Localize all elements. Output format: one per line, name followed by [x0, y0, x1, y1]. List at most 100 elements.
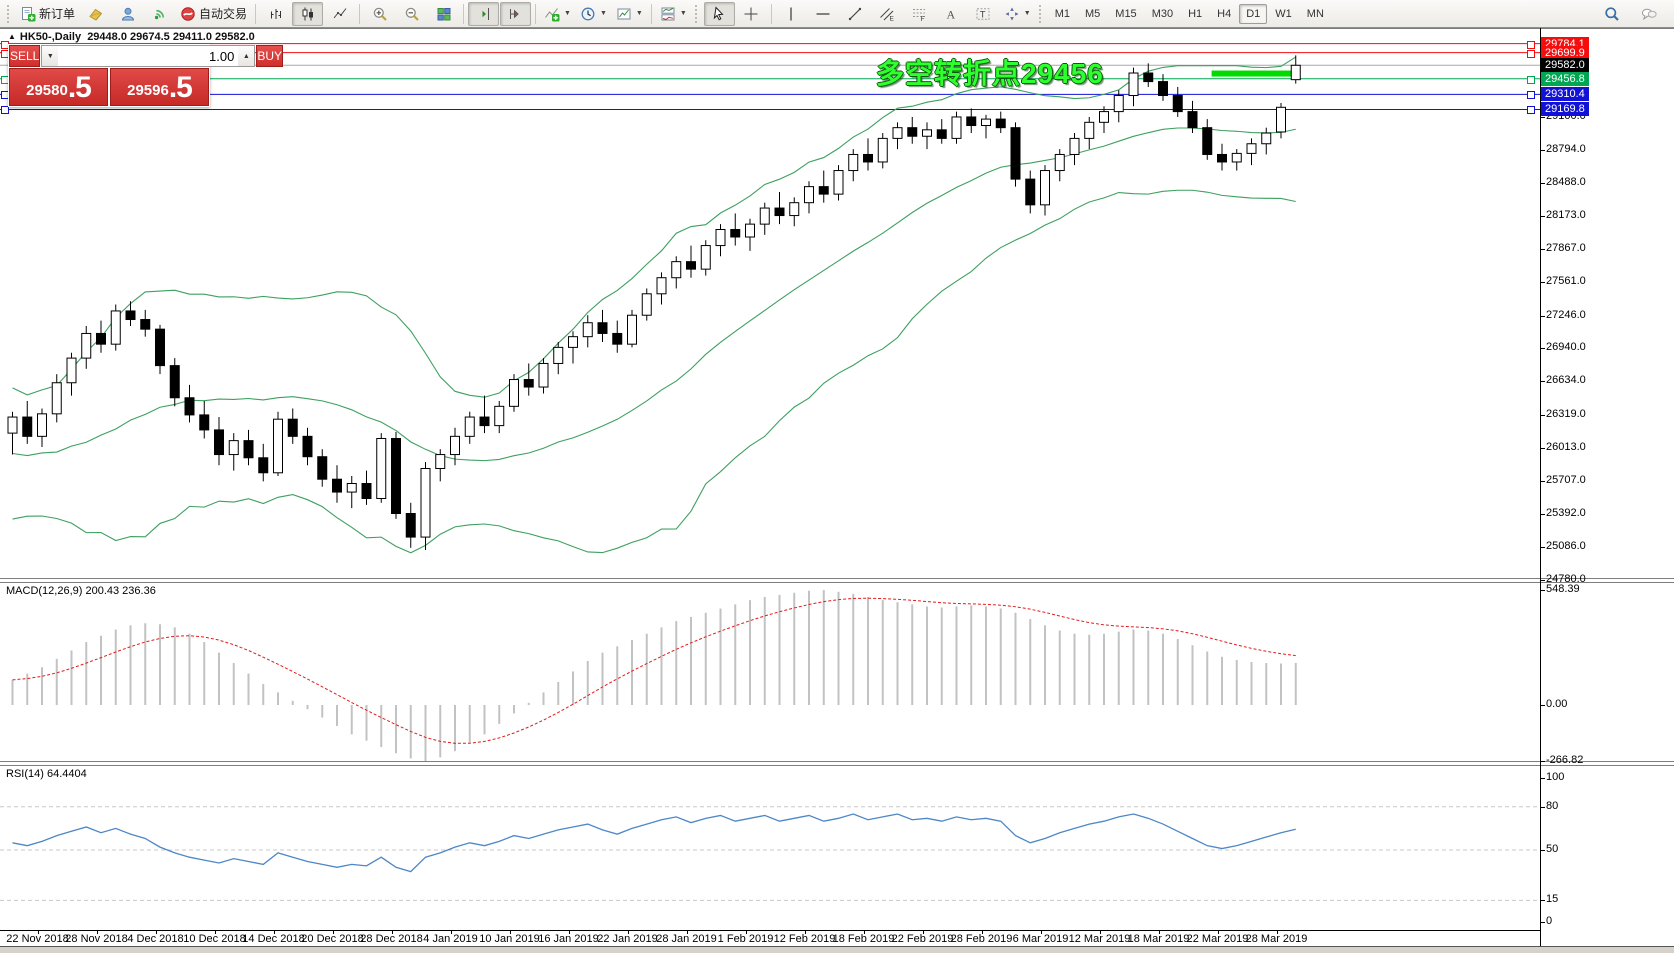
- dropdown-arrow-icon[interactable]: ▼: [1023, 10, 1031, 17]
- dropdown-arrow-icon[interactable]: ▼: [679, 10, 687, 17]
- line-handle[interactable]: [1527, 40, 1535, 49]
- timeframe-button-d1[interactable]: D1: [1239, 3, 1268, 24]
- candle-body: [494, 405, 505, 427]
- timeframe-button-h4[interactable]: H4: [1217, 7, 1232, 20]
- rsi-line: [12, 813, 1296, 873]
- horizontal-line-button[interactable]: [808, 2, 839, 26]
- dropdown-arrow-icon[interactable]: ▼: [635, 10, 643, 17]
- candle-body: [243, 440, 254, 459]
- cursor-button[interactable]: [703, 1, 735, 26]
- bar-chart-button[interactable]: [260, 2, 291, 26]
- line-handle[interactable]: [1527, 106, 1535, 115]
- auto-trading-button[interactable]: 自动交易: [176, 2, 251, 26]
- new-order-button[interactable]: 新订单: [16, 2, 79, 26]
- candle-body: [892, 127, 903, 139]
- channel-button[interactable]: E: [872, 2, 903, 26]
- time-tick: [1040, 930, 1042, 934]
- zoom-out-button[interactable]: [396, 2, 427, 26]
- templates-button[interactable]: ▼: [612, 2, 647, 26]
- zoom-in-button[interactable]: [364, 2, 395, 26]
- candle-body: [464, 416, 475, 437]
- volume-decrease-button[interactable]: ▼: [42, 46, 59, 66]
- sell-button[interactable]: SELL: [9, 45, 41, 67]
- candle-body: [1202, 127, 1213, 155]
- line-handle[interactable]: [1527, 75, 1535, 84]
- time-tick: [214, 930, 216, 934]
- volume-increase-button[interactable]: ▲: [238, 46, 255, 66]
- date-label: 28 Feb 2019: [950, 933, 1013, 945]
- search-button[interactable]: [1596, 2, 1627, 26]
- panel-splitter[interactable]: [0, 578, 1674, 583]
- timeframe-button-m5[interactable]: M5: [1085, 7, 1101, 20]
- date-label: 12 Mar 2019: [1068, 933, 1131, 945]
- volume-input[interactable]: [58, 46, 239, 66]
- layouts-button[interactable]: [80, 2, 111, 26]
- candle-body: [922, 129, 932, 137]
- candle-body: [582, 322, 593, 338]
- collapse-chart-icon[interactable]: ▲: [8, 32, 16, 41]
- periods-button[interactable]: ▼: [576, 2, 611, 26]
- dropdown-arrow-icon[interactable]: ▼: [564, 10, 571, 17]
- sell-price-button[interactable]: 29580.5: [9, 68, 108, 106]
- line-handle[interactable]: [1527, 91, 1535, 100]
- date-label: 12 Feb 2019: [773, 933, 836, 945]
- bollinger-lower-band: [12, 189, 1296, 554]
- candle-body: [199, 414, 210, 431]
- line-handle[interactable]: [1, 106, 9, 115]
- timeframe-button-mn[interactable]: MN: [1306, 7, 1324, 20]
- line-chart-button[interactable]: [324, 2, 355, 26]
- buy-button[interactable]: BUY: [256, 45, 284, 67]
- vertical-line-button[interactable]: [776, 2, 807, 26]
- dropdown-arrow-icon[interactable]: ▼: [599, 10, 607, 17]
- highlight-trend-segment[interactable]: [1211, 70, 1298, 77]
- auto-scroll-button[interactable]: [500, 1, 532, 26]
- price-tick-label: 25392.0: [1540, 507, 1586, 520]
- candle-body: [774, 207, 785, 217]
- candle-body: [376, 437, 387, 500]
- candle-body: [273, 418, 283, 474]
- line-chart-icon: [333, 7, 346, 18]
- one-click-trading-panel: SELL ▼ ▲ BUY 29580.5 29596.5: [8, 44, 284, 107]
- volume-stepper: ▼ ▲: [41, 45, 256, 67]
- toolbar-drag-handle[interactable]: [694, 4, 700, 23]
- candle-body: [759, 207, 770, 225]
- signals-button[interactable]: [144, 2, 175, 26]
- price-chart-canvas[interactable]: [0, 28, 1540, 580]
- label-button[interactable]: T: [968, 2, 999, 26]
- timeframe-button-w1[interactable]: W1: [1275, 7, 1292, 20]
- indicator-windows-button[interactable]: ▼: [656, 2, 691, 26]
- candle-body: [627, 314, 637, 345]
- time-tick: [450, 930, 452, 934]
- candle-body: [302, 435, 313, 458]
- rsi-label: RSI(14) 64.4404: [6, 768, 87, 780]
- community-chat-button[interactable]: [1633, 2, 1664, 26]
- chart-shift-button[interactable]: [468, 1, 500, 26]
- toolbar-drag-handle[interactable]: [1038, 4, 1044, 23]
- macd-indicator-canvas[interactable]: [0, 583, 1540, 761]
- profiles-button[interactable]: [112, 2, 143, 26]
- toolbar-drag-handle[interactable]: [7, 4, 12, 23]
- candlestick-button[interactable]: [292, 1, 324, 26]
- add-indicator-button[interactable]: ▼: [540, 2, 575, 26]
- panel-splitter[interactable]: [0, 761, 1674, 766]
- timeframe-button-m15[interactable]: M15: [1115, 7, 1137, 20]
- text-button[interactable]: A: [936, 2, 967, 26]
- shapes-button[interactable]: ▼: [1000, 2, 1035, 26]
- tile-windows-button[interactable]: [428, 2, 459, 26]
- trendline-button[interactable]: [840, 2, 871, 26]
- buy-price-button[interactable]: 29596.5: [110, 68, 209, 106]
- timeframe-button-m30[interactable]: M30: [1151, 7, 1174, 20]
- date-label: 10 Dec 2018: [183, 933, 246, 945]
- candle-body: [435, 454, 446, 469]
- crosshair-button[interactable]: [736, 2, 767, 26]
- candle-body: [228, 440, 239, 456]
- candle-body: [1069, 137, 1080, 155]
- price-tick-label: 26940.0: [1540, 341, 1586, 354]
- fibonacci-button[interactable]: F: [904, 2, 935, 26]
- candle-body: [641, 293, 652, 316]
- rsi-indicator-canvas[interactable]: [0, 766, 1540, 930]
- rsi-tick-label: 50: [1539, 843, 1559, 855]
- timeframe-button-m1[interactable]: M1: [1054, 7, 1070, 20]
- line-handle[interactable]: [1527, 49, 1535, 58]
- timeframe-button-h1[interactable]: H1: [1188, 7, 1203, 20]
